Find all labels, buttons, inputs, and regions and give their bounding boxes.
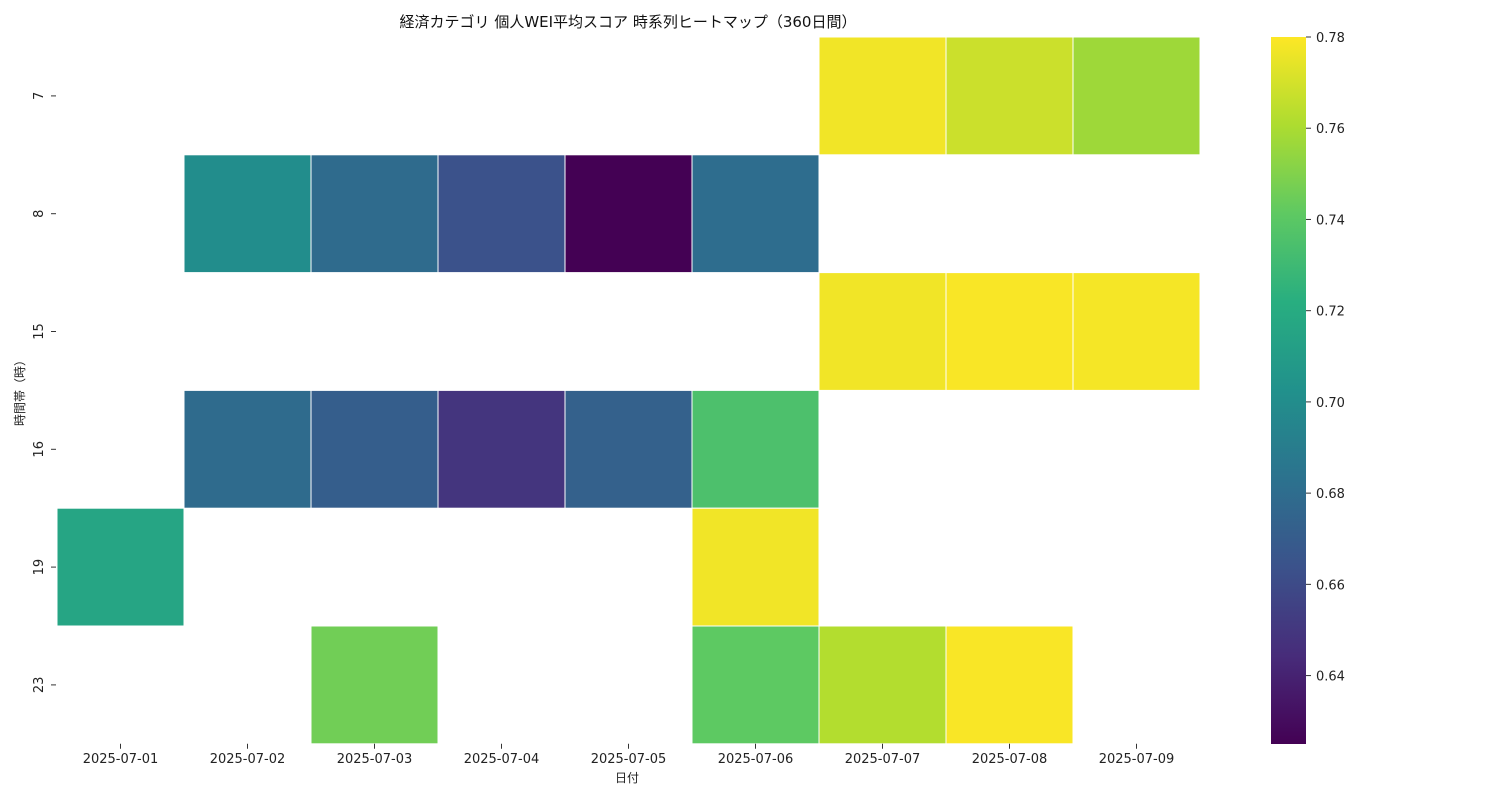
x-axis-label: 日付 [615,771,639,785]
colorbar-ticks: 0.64 0.66 0.68 0.70 0.72 0.74 0.76 0.78 [1306,31,1345,685]
heatmap-cell [691,625,820,745]
heatmap-cells [56,36,1201,745]
chart-title: 経済カテゴリ 個人WEI平均スコア 時系列ヒートマップ（360日間） [400,13,857,31]
heatmap-cell [437,389,566,509]
heatmap-cell [818,36,947,156]
x-tick-label: 2025-07-08 [972,752,1048,767]
heatmap-cell [818,272,947,391]
y-tick-label: 15 [32,323,47,340]
heatmap-cell [691,389,820,509]
y-tick-label: 8 [32,210,47,218]
x-axis-ticks: 2025-07-01 2025-07-02 2025-07-03 2025-07-04… [83,743,1175,767]
x-tick-label: 2025-07-06 [718,752,794,767]
heatmap-cell [1072,272,1201,391]
x-tick-label: 2025-07-09 [1099,752,1175,767]
heatmap-cell [818,625,947,745]
x-tick-label: 2025-07-05 [591,752,667,767]
heatmap-cell [691,507,820,627]
heatmap-cell [183,389,312,509]
colorbar: 0.64 0.66 0.68 0.70 0.72 0.74 0.76 0.78 [1271,31,1345,744]
colorbar-gradient [1271,37,1306,744]
heatmap-cell [437,154,566,274]
y-axis-label: 時間帯（時） [13,354,27,426]
heatmap-cell [310,154,439,274]
heatmap-cell [564,154,693,274]
colorbar-tick-label: 0.70 [1316,396,1345,411]
colorbar-tick-label: 0.66 [1316,578,1345,593]
x-tick-label: 2025-07-03 [337,752,413,767]
heatmap-cell [945,625,1074,745]
x-tick-label: 2025-07-01 [83,752,159,767]
y-tick-label: 16 [32,441,47,458]
heatmap-cell [945,36,1074,156]
heatmap-cell [1072,36,1201,156]
x-tick-label: 2025-07-04 [464,752,540,767]
x-tick-label: 2025-07-07 [845,752,921,767]
y-tick-label: 23 [32,677,47,694]
heatmap-cell [945,272,1074,391]
colorbar-tick-label: 0.74 [1316,213,1345,228]
x-tick-label: 2025-07-02 [210,752,286,767]
y-tick-label: 19 [32,559,47,576]
colorbar-tick-label: 0.72 [1316,305,1345,320]
heatmap-cell [691,154,820,274]
heatmap-cell [310,625,439,745]
heatmap-cell [183,154,312,274]
heatmap-cell [56,507,185,627]
colorbar-tick-label: 0.64 [1316,670,1345,685]
heatmap-cell [564,389,693,509]
y-axis-ticks: 7 8 15 16 19 23 [32,92,56,693]
y-tick-label: 7 [32,92,47,100]
colorbar-tick-label: 0.78 [1316,31,1345,46]
colorbar-tick-label: 0.76 [1316,122,1345,137]
heatmap-cell [310,389,439,509]
colorbar-tick-label: 0.68 [1316,487,1345,502]
